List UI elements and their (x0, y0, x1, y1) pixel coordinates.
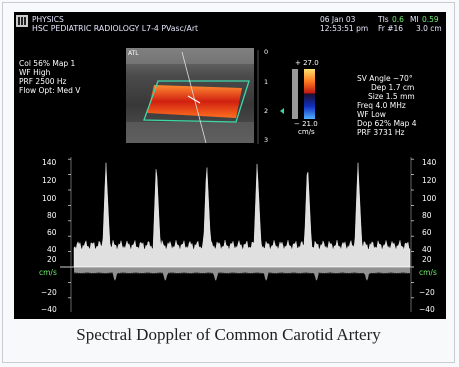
tis-value: 0.6 (392, 15, 404, 24)
focus-marker (280, 108, 284, 114)
b-mode-near-field (126, 48, 254, 64)
ultrasound-graphics (16, 15, 414, 312)
figure-caption: Spectral Doppler of Common Carotid Arter… (76, 325, 381, 344)
left-label-40: 40 (47, 245, 57, 254)
left-label-80: 80 (47, 211, 57, 220)
left-label-60: 60 (47, 228, 57, 237)
right-label-100: 100 (422, 194, 437, 203)
exam-date: 06 Jan 03 (320, 15, 356, 24)
institution-label: HSC PEDIATRIC RADIOLOGY L7-4 PVasc/Art (32, 24, 199, 33)
depth-tick-3: 3 (264, 136, 269, 144)
mi-label: MI (410, 15, 419, 24)
figure-frame: PHYSICS HSC PEDIATRIC RADIOLOGY L7-4 PVa… (2, 2, 455, 363)
logo-bar-1 (18, 17, 20, 25)
frequency-param: Freq 4.0 MHz (357, 101, 406, 110)
ultrasound-screen: PHYSICS HSC PEDIATRIC RADIOLOGY L7-4 PVa… (14, 12, 446, 319)
color-bar-unit: cm/s (298, 128, 315, 136)
department-label: PHYSICS (32, 15, 64, 24)
exam-time: 12:53:51 pm (320, 24, 369, 33)
left-label-140: 140 (42, 158, 57, 167)
flow-opt-param: Flow Opt: Med V (19, 86, 81, 95)
left-label-100: 100 (42, 194, 57, 203)
gray-scale-bar (292, 69, 298, 119)
sample-depth-param: Dep 1.7 cm (371, 83, 415, 92)
tis-label: TIs (378, 15, 389, 24)
right-label-60: 60 (422, 228, 432, 237)
depth-tick-2: 2 (264, 107, 269, 115)
left-label-120: 120 (42, 176, 57, 185)
left-label-20: 20 (47, 255, 57, 264)
doppler-wf-param: WF Low (357, 110, 386, 119)
atl-label: ATL (128, 50, 139, 57)
sample-size-param: Size 1.5 mm (368, 92, 415, 101)
prf-param: PRF 2500 Hz (19, 77, 67, 86)
spectral-reverse-flow (74, 267, 410, 281)
depth-tick-1: 1 (264, 78, 269, 86)
spectral-waveform (73, 162, 411, 268)
sv-angle-param: SV Angle ~70° (357, 74, 413, 83)
color-velocity-bar (304, 69, 315, 119)
right-label-neg40: −40 (419, 305, 435, 314)
logo-bar-3 (24, 17, 26, 25)
right-label-unit: cm/s (419, 268, 437, 277)
frame-number: Fr #16 (378, 24, 404, 33)
right-label-neg20: −20 (419, 288, 435, 297)
velocity-ticks (68, 158, 414, 299)
b-mode-far-field (126, 122, 254, 143)
sample-volume-gate (187, 95, 201, 104)
right-label-80: 80 (422, 211, 432, 220)
doppler-prf-param: PRF 3731 Hz (357, 128, 405, 137)
logo-bar-2 (21, 17, 23, 25)
left-label-neg20: −20 (41, 288, 57, 297)
left-label-neg40: −40 (41, 305, 57, 314)
left-label-unit: cm/s (39, 268, 57, 277)
color-bar-min: − 21.0 (294, 120, 318, 128)
color-gain-param: Col 56% Map 1 (19, 59, 76, 68)
depth-value: 3.0 cm (416, 24, 442, 33)
depth-tick-0: 0 (264, 48, 269, 56)
doppler-cursor-line (181, 51, 207, 144)
color-box (143, 80, 250, 123)
wall-filter-param: WF High (19, 68, 51, 77)
right-label-120: 120 (422, 176, 437, 185)
right-label-20: 20 (422, 255, 432, 264)
mi-value: 0.59 (422, 15, 439, 24)
color-flow-vessel (147, 85, 242, 118)
right-label-40: 40 (422, 245, 432, 254)
color-bar-max: + 27.0 (295, 59, 319, 67)
doppler-gain-param: Dop 62% Map 4 (357, 119, 417, 128)
right-label-140: 140 (422, 158, 437, 167)
